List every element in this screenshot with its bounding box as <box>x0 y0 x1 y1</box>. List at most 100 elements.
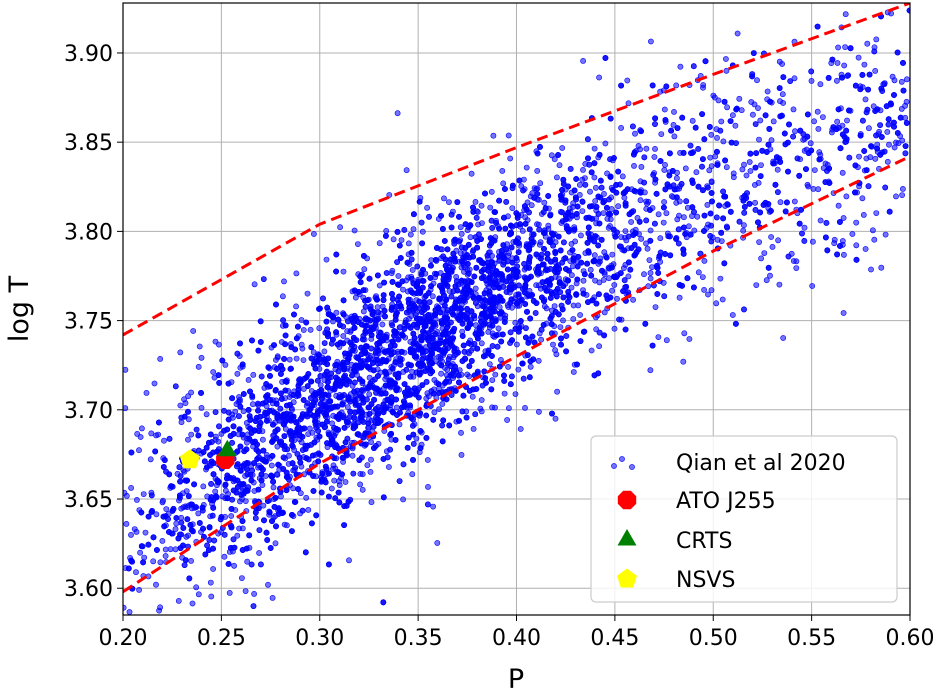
scatter-point <box>208 480 214 487</box>
scatter-point <box>407 231 414 238</box>
scatter-point <box>569 272 575 279</box>
scatter-point <box>741 209 748 216</box>
scatter-point <box>720 188 726 195</box>
scatter-point <box>752 121 759 127</box>
scatter-point <box>675 240 682 247</box>
scatter-point <box>297 490 304 497</box>
scatter-point <box>641 179 647 186</box>
scatter-point <box>792 128 798 135</box>
scatter-point <box>575 302 582 309</box>
scatter-point <box>400 286 406 293</box>
scatter-point <box>756 136 762 143</box>
scatter-point <box>770 118 777 125</box>
scatter-point <box>567 165 574 172</box>
scatter-point <box>375 309 382 316</box>
scatter-point <box>519 227 526 234</box>
scatter-point <box>333 309 340 316</box>
scatter-point <box>685 223 692 230</box>
scatter-point <box>652 121 658 127</box>
scatter-point <box>528 202 535 209</box>
scatter-point <box>478 202 485 209</box>
scatter-point <box>807 140 814 147</box>
scatter-point <box>689 117 696 124</box>
scatter-point <box>619 173 626 180</box>
scatter-point <box>405 240 412 247</box>
scatter-point <box>172 383 179 390</box>
scatter-point <box>605 224 612 231</box>
scatter-point <box>591 145 598 152</box>
scatter-point <box>621 277 628 284</box>
scatter-point <box>277 405 284 412</box>
scatter-point <box>660 219 667 226</box>
scatter-point <box>229 439 235 446</box>
scatter-point <box>554 174 560 181</box>
scatter-point <box>775 189 781 195</box>
scatter-point <box>601 309 608 316</box>
scatter-point <box>708 178 715 185</box>
scatter-point <box>172 546 179 553</box>
scatter-point <box>234 350 241 357</box>
scatter-point <box>138 425 145 432</box>
scatter-point <box>591 252 598 259</box>
scatter-point <box>225 409 232 416</box>
scatter-point <box>860 117 866 124</box>
scatter-point <box>398 237 405 243</box>
scatter-point <box>538 326 545 333</box>
scatter-point <box>864 106 871 113</box>
scatter-point <box>661 199 667 205</box>
scatter-point <box>471 340 478 347</box>
scatter-point <box>683 198 690 205</box>
scatter-point <box>596 343 602 350</box>
scatter-point <box>409 267 416 273</box>
scatter-point <box>523 325 529 331</box>
scatter-point <box>419 351 426 358</box>
scatter-point <box>259 436 266 443</box>
scatter-point <box>235 413 242 420</box>
scatter-point <box>587 188 593 195</box>
scatter-point <box>314 377 321 384</box>
scatter-point <box>705 184 711 191</box>
scatter-point <box>693 169 700 176</box>
scatter-point <box>256 527 263 533</box>
scatter-point <box>859 195 866 202</box>
scatter-point <box>280 317 286 324</box>
scatter-point <box>790 133 796 140</box>
scatter-point <box>600 210 607 216</box>
scatter-point <box>643 145 650 152</box>
scatter-point <box>676 226 682 233</box>
scatter-point <box>403 366 410 373</box>
scatter-point <box>622 228 629 234</box>
scatter-point <box>366 374 373 381</box>
scatter-point <box>379 321 386 328</box>
scatter-point <box>461 348 468 355</box>
scatter-point <box>394 259 400 265</box>
scatter-point <box>548 152 555 159</box>
scatter-point <box>794 155 801 162</box>
scatter-point <box>467 234 474 241</box>
scatter-point <box>641 271 647 278</box>
scatter-point <box>231 562 237 569</box>
scatter-point <box>651 154 658 160</box>
scatter-point <box>448 293 455 300</box>
scatter-point <box>637 197 644 204</box>
scatter-point <box>290 485 296 492</box>
scatter-point <box>439 401 446 407</box>
scatter-points <box>123 7 910 615</box>
scatter-point <box>230 536 237 543</box>
scatter-point <box>472 198 479 205</box>
scatter-point <box>340 333 347 339</box>
scatter-point <box>508 373 515 380</box>
scatter-point <box>260 276 267 282</box>
scatter-point <box>195 510 202 517</box>
scatter-point <box>729 312 736 318</box>
scatter-point <box>658 131 665 137</box>
scatter-point <box>137 549 143 556</box>
scatter-point <box>755 105 761 111</box>
scatter-point <box>714 236 721 243</box>
scatter-point <box>503 289 510 295</box>
scatter-point <box>486 361 493 367</box>
scatter-point <box>577 181 583 188</box>
scatter-point <box>644 245 651 252</box>
scatter-point <box>741 306 747 313</box>
scatter-point <box>185 393 191 400</box>
